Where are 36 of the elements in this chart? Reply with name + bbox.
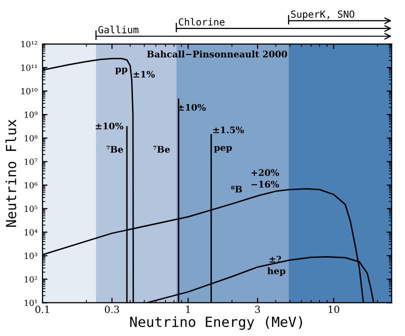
- annotation: pp: [115, 68, 128, 74]
- y-tick-label: 10⁹: [24, 112, 38, 118]
- annotation: −16%: [252, 180, 280, 188]
- annotation: ±10%: [96, 122, 124, 130]
- band-label: Gallium: [98, 26, 138, 34]
- y-tick-label: 10⁵: [24, 206, 38, 212]
- band-label: Chlorine: [178, 18, 224, 26]
- annotation: ⁷Be: [106, 146, 124, 153]
- annotation: ±1.5%: [213, 126, 244, 134]
- y-tick-label: 10⁶: [24, 182, 38, 188]
- x-tick-label: 1: [186, 306, 190, 313]
- text: Bahcall−Pinsonneault 2000: [147, 50, 288, 58]
- annotation: ±?: [270, 256, 282, 263]
- y-tick-label: 10²: [24, 276, 38, 282]
- x-tick-label: 0.3: [104, 306, 119, 314]
- annotation: ±1%: [134, 70, 155, 78]
- annotation: +20%: [252, 169, 280, 176]
- annotation: ⁷Be: [153, 146, 170, 153]
- y-tick-label: 10⁴: [24, 229, 38, 236]
- y-tick-label: 10³: [24, 252, 38, 259]
- y-tick-label: 10¹⁰: [21, 88, 38, 94]
- x-tick-label: 0.1: [35, 306, 49, 314]
- y-tick-label: 10¹¹: [21, 64, 38, 71]
- annotation: ⁸B: [231, 186, 242, 192]
- x-axis-title: Neutrino Energy (MeV): [130, 316, 302, 330]
- annotation: pep: [214, 146, 232, 153]
- x-tick-label: 10: [328, 306, 340, 314]
- y-tick-label: 10⁷: [24, 158, 38, 165]
- y-axis-title: Neutrino Flux: [5, 120, 16, 227]
- y-tick-label: 10¹: [24, 300, 38, 306]
- band-label: SuperK, SNO: [291, 10, 354, 20]
- y-tick-label: 10⁸: [24, 135, 38, 142]
- y-tick-label: 10¹²: [21, 40, 38, 48]
- x-tick-label: 3: [255, 306, 260, 314]
- annotation: hep: [267, 267, 286, 276]
- annotation: ±10%: [178, 104, 206, 111]
